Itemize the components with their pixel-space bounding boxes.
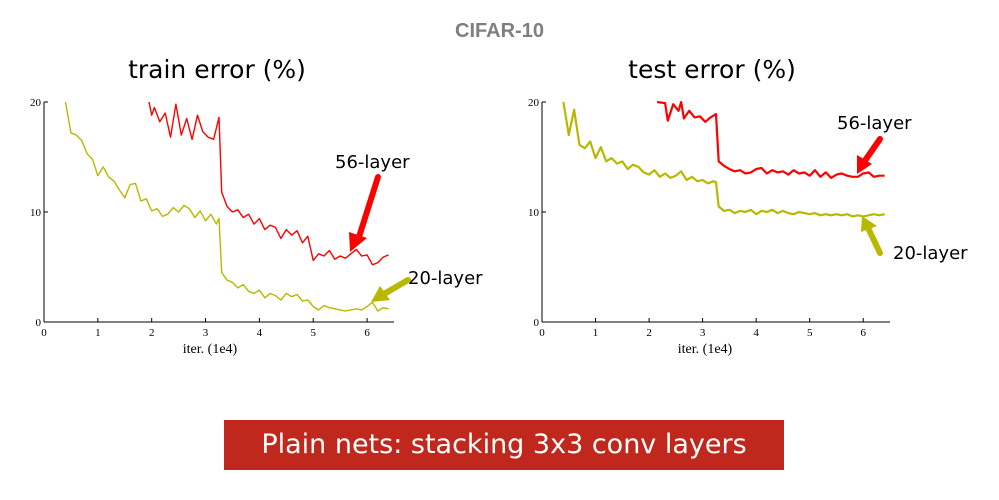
x-tick-label: 4 [753,327,759,339]
y-tick-label: 0 [36,317,42,329]
series-line-20-layer [64,101,389,312]
arrow-56-layer [857,136,883,174]
x-tick-label: 6 [860,327,866,339]
x-tick-label: 2 [646,327,652,339]
annotation-56-layer: 56-layer [335,152,410,173]
x-tick-label: 5 [310,327,316,339]
x-tick-label: 6 [364,327,370,339]
x-tick-label: 5 [807,327,813,339]
x-tick-label: 3 [700,327,706,339]
series-line-56-layer [656,100,885,179]
series-layer [64,101,389,312]
train-error-chart: train error (%) 0 1 2 3 4 5 6 0 10 20 iter. (1e4)… [30,55,483,357]
series-line-56-layer [148,101,389,266]
series-layer [562,100,885,218]
axes: 0 1 2 3 4 5 6 0 10 20 [30,97,394,339]
chart-title: train error (%) [128,55,306,84]
y-tick-label: 0 [534,317,540,329]
y-tick-label: 10 [30,207,42,219]
x-tick-label: 4 [257,327,263,339]
annotation-20-layer: 20-layer [893,243,968,264]
x-tick-label: 0 [41,327,47,339]
x-tick-label: 2 [149,327,155,339]
y-tick-label: 10 [528,207,540,219]
arrow-20-layer [371,277,411,302]
x-tick-label: 1 [95,327,101,339]
chart-title: test error (%) [628,55,796,84]
x-tick-label: 0 [539,327,545,339]
annotation-56-layer: 56-layer [837,113,912,134]
y-tick-label: 20 [528,97,540,109]
arrow-20-layer [861,216,883,256]
x-axis-label: iter. (1e4) [678,342,733,357]
axes: 0 1 2 3 4 5 6 0 10 20 [528,97,890,339]
series-line-20-layer [562,101,885,218]
x-tick-label: 3 [203,327,209,339]
annotation-20-layer: 20-layer [408,268,483,289]
page-header: CIFAR-10 [455,20,544,42]
x-tick-label: 1 [593,327,599,339]
y-tick-label: 20 [30,97,42,109]
arrow-56-layer [349,174,381,252]
x-axis-label: iter. (1e4) [183,342,238,357]
caption-banner: Plain nets: stacking 3x3 conv layers [224,420,784,470]
